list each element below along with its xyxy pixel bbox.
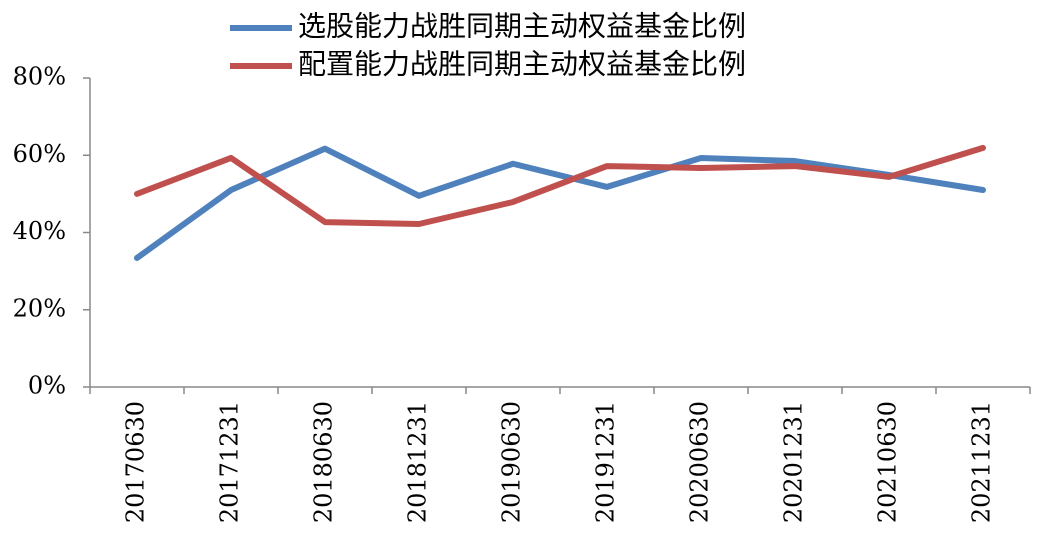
series-line xyxy=(134,144,986,228)
y-tick-label: 0% xyxy=(28,372,66,400)
y-tick-label: 60% xyxy=(13,140,66,168)
y-tick-label: 40% xyxy=(13,217,66,245)
y-tick-label: 20% xyxy=(13,294,66,322)
x-tick-label: 20171231 xyxy=(216,401,244,523)
x-tick-label: 20191231 xyxy=(592,401,620,523)
x-tick-label: 20181231 xyxy=(404,401,432,523)
legend-label: 配置能力战胜同期主动权益基金比例 xyxy=(298,48,746,81)
x-tick-label: 20180630 xyxy=(310,401,338,523)
x-tick-label: 20170630 xyxy=(122,401,150,523)
x-tick-label: 20190630 xyxy=(498,401,526,523)
series-line xyxy=(134,145,986,261)
x-tick-label: 20201231 xyxy=(780,401,808,523)
x-tick-label: 20211231 xyxy=(968,401,996,523)
legend-label: 选股能力战胜同期主动权益基金比例 xyxy=(298,10,746,43)
x-tick-label: 20200630 xyxy=(686,401,714,523)
x-tick-label: 20210630 xyxy=(874,401,902,523)
y-tick-label: 80% xyxy=(13,63,66,91)
